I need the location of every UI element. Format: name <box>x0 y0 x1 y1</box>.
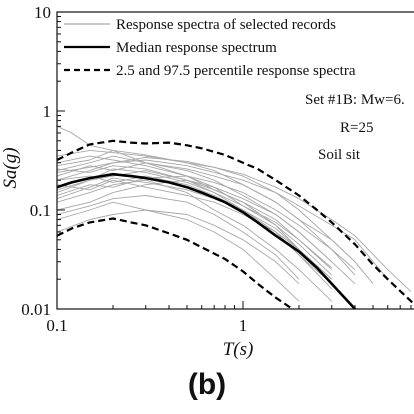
legend-label-records: Response spectra of selected records <box>116 17 336 33</box>
record-spectrum-line <box>57 125 333 280</box>
y-tick-label: 0.1 <box>30 201 51 220</box>
record-spectrum-line <box>57 156 412 292</box>
legend-label-percentile: 2.5 and 97.5 percentile response spectra <box>116 63 356 79</box>
x-tick-label: 0.1 <box>46 316 67 335</box>
record-spectrum-line <box>57 175 333 280</box>
x-tick-label: 1 <box>239 316 248 335</box>
record-spectrum-line <box>57 155 333 276</box>
legend: Response spectra of selected records Med… <box>64 17 356 79</box>
y-tick-label: 0.01 <box>21 300 51 319</box>
legend-label-median: Median response spectrum <box>116 40 277 56</box>
annotation-distance: R=25 <box>340 120 373 136</box>
record-spectrum-line <box>57 177 333 280</box>
record-spectrum-line <box>57 149 356 276</box>
median-layer <box>57 172 357 309</box>
percentile-97-5-line <box>57 139 414 306</box>
percentile-layer <box>57 139 414 309</box>
record-spectrum-line <box>57 175 356 270</box>
y-axis-label: Sa(g) <box>0 147 21 188</box>
y-tick-label: 10 <box>34 3 51 22</box>
percentile-2-5-line <box>57 217 295 309</box>
y-tick-label: 1 <box>43 102 52 121</box>
record-spectrum-line <box>57 209 300 285</box>
plot-frame <box>56 11 414 310</box>
records-layer <box>57 125 412 302</box>
x-axis-label: T(s) <box>223 339 254 360</box>
annotation-site: Soil sit <box>318 147 361 163</box>
record-spectrum-line <box>57 195 300 280</box>
record-spectrum-line <box>57 201 300 302</box>
record-spectrum-line <box>57 168 332 269</box>
record-spectrum-line <box>57 159 389 280</box>
panel-label: (b) <box>187 368 227 401</box>
record-spectrum-line <box>57 170 333 270</box>
record-spectrum-line <box>57 162 374 284</box>
median-spectrum-line <box>57 172 357 309</box>
annotation-set: Set #1B: Mw=6. <box>305 92 405 108</box>
record-spectrum-line <box>57 179 333 302</box>
